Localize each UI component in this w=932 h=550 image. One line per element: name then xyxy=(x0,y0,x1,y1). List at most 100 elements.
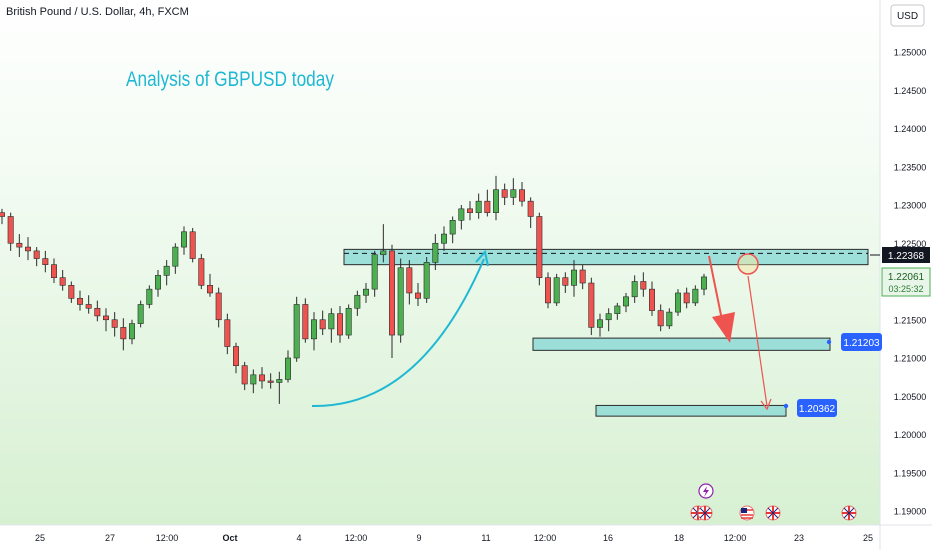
x-tick-label: 11 xyxy=(481,533,490,543)
candle xyxy=(311,312,317,351)
uk-flag-icon[interactable] xyxy=(697,505,713,521)
candle-body xyxy=(432,242,439,263)
candle-body xyxy=(311,319,317,340)
candle-body xyxy=(319,319,326,330)
candle xyxy=(597,313,603,337)
candle xyxy=(224,313,231,355)
y-tick-label: 1.21000 xyxy=(894,354,927,364)
candle-body xyxy=(397,267,404,336)
last-price-label[interactable]: 1.22061 03:25:32 xyxy=(881,267,931,297)
x-tick-label: 12:00 xyxy=(724,533,747,543)
target2-label[interactable]: 1.20362 xyxy=(797,399,837,417)
candle xyxy=(233,342,239,374)
y-tick-label: 1.21500 xyxy=(894,315,927,325)
candle-body xyxy=(345,307,352,336)
candle-body xyxy=(267,380,274,383)
target1-handle[interactable] xyxy=(826,339,832,345)
candle-body xyxy=(293,304,300,359)
uptrend-arrow-curve xyxy=(311,258,485,408)
x-tick-label: 12:00 xyxy=(534,533,557,543)
candle xyxy=(675,289,681,316)
candle-body xyxy=(276,379,283,383)
candle-body xyxy=(657,310,664,327)
candle xyxy=(623,292,629,313)
candle-body xyxy=(68,285,75,299)
target2-handle[interactable] xyxy=(783,403,789,409)
candle xyxy=(449,216,456,244)
candle-body xyxy=(623,296,629,307)
candle-body xyxy=(579,269,586,284)
candle xyxy=(85,295,92,314)
zone-1[interactable] xyxy=(343,248,869,266)
candles-layer xyxy=(0,175,707,404)
resistance-price-label[interactable]: 1.22368 xyxy=(882,247,930,263)
candle-body xyxy=(155,275,161,290)
x-tick-label: Oct xyxy=(222,533,237,543)
x-tick-label: 9 xyxy=(416,533,421,543)
candle-body xyxy=(302,304,309,340)
candle xyxy=(285,350,291,383)
candle xyxy=(458,205,465,230)
x-tick-label: 4 xyxy=(296,533,301,543)
candle-body xyxy=(146,288,153,305)
candle-body xyxy=(241,365,248,385)
candle xyxy=(7,212,14,251)
candle-body xyxy=(85,304,92,309)
candle-body xyxy=(129,323,135,340)
candle-body xyxy=(415,292,421,299)
candle-body xyxy=(224,319,231,347)
candle xyxy=(649,281,655,316)
x-tick-label: 16 xyxy=(603,533,613,543)
candle-body xyxy=(571,269,577,286)
candle xyxy=(562,272,569,293)
y-tick-label: 1.24000 xyxy=(894,124,927,134)
candle xyxy=(94,300,101,322)
currency-button-label[interactable]: USD xyxy=(897,11,918,22)
candle-body xyxy=(371,254,378,290)
symbol-title[interactable]: British Pound / U.S. Dollar, 4h, FXCM xyxy=(6,6,189,18)
candle-body xyxy=(449,220,456,235)
candle xyxy=(527,197,534,228)
target1-label[interactable]: 1.21203 xyxy=(841,333,882,351)
candle-body xyxy=(77,298,83,305)
zone-3[interactable] xyxy=(595,404,787,417)
candle-body xyxy=(137,304,144,324)
x-tick-label: 25 xyxy=(863,533,873,543)
uk-flag-icon[interactable] xyxy=(765,505,781,521)
candle xyxy=(120,318,127,351)
candle-body xyxy=(51,264,57,278)
candle xyxy=(484,189,491,217)
y-tick-label: 1.23000 xyxy=(894,201,927,211)
candle xyxy=(42,250,49,273)
candle xyxy=(267,373,274,389)
us-flag-icon[interactable] xyxy=(739,505,755,521)
candle-body xyxy=(328,313,335,330)
candle-body xyxy=(501,189,508,198)
candle-body xyxy=(285,357,291,380)
candle-body xyxy=(631,281,638,298)
x-axis-ticks: 25 27 12:00 Oct 4 12:00 9 11 12:00 16 18 12:00 23 25 xyxy=(35,533,873,543)
candle-body xyxy=(7,216,14,244)
target-arrow-head xyxy=(760,398,772,411)
bearish-arrow-head xyxy=(712,312,735,343)
uk-flag-icon[interactable] xyxy=(841,505,857,521)
y-tick-label: 1.19500 xyxy=(894,468,927,478)
candle-body xyxy=(16,242,23,248)
candle xyxy=(198,253,205,290)
time-axis-background[interactable] xyxy=(0,525,932,550)
zone-2[interactable] xyxy=(532,337,831,351)
energy-event-icon[interactable] xyxy=(698,483,714,499)
event-markers xyxy=(690,483,857,521)
candle xyxy=(172,243,179,274)
candle xyxy=(475,193,482,219)
candle xyxy=(276,371,283,404)
candle xyxy=(432,234,439,271)
currency-button[interactable]: USD xyxy=(890,4,925,27)
candle-body xyxy=(545,277,551,304)
candle xyxy=(657,304,664,332)
candle xyxy=(640,272,647,297)
candle-countdown: 03:25:32 xyxy=(888,284,923,294)
candle xyxy=(129,319,135,345)
y-tick-label: 1.22500 xyxy=(894,239,927,249)
